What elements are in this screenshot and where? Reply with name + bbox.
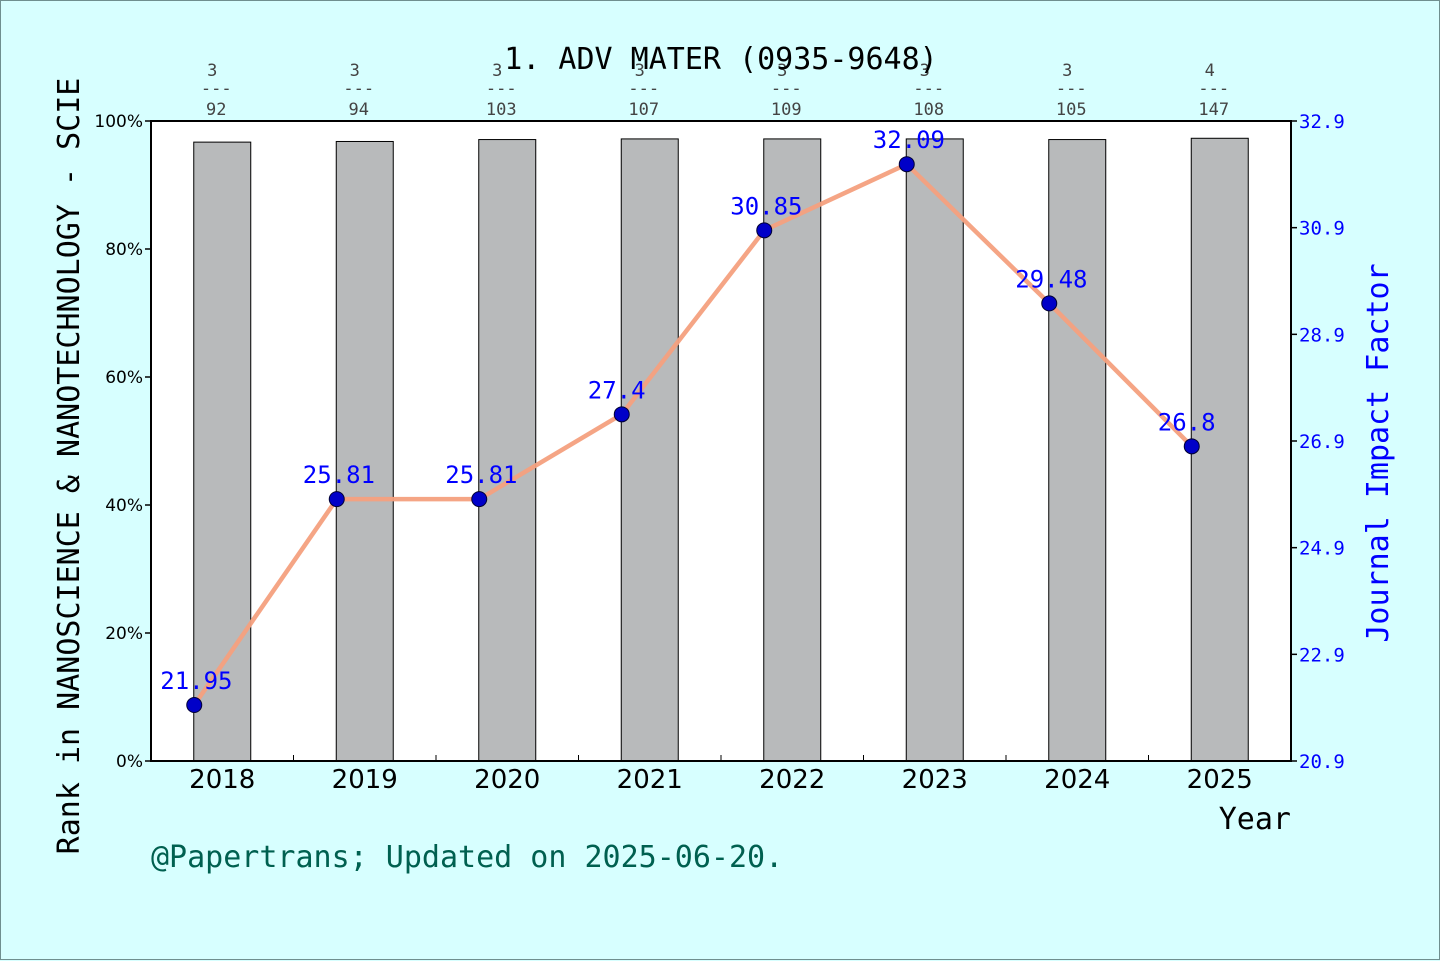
plot-area xyxy=(151,121,1291,761)
rank-separator: --- xyxy=(1056,79,1087,99)
rank-numerator: 3 xyxy=(777,61,787,81)
if-value-label: 27.4 xyxy=(588,376,646,404)
rank-separator: --- xyxy=(486,79,517,99)
bar-2022 xyxy=(763,138,822,762)
if-point-2022 xyxy=(756,222,773,239)
rank-total: 108 xyxy=(913,100,944,120)
if-value-label: 21.95 xyxy=(160,667,232,695)
rank-separator: --- xyxy=(913,79,944,99)
if-value-label: 30.85 xyxy=(730,192,802,220)
y2-tick-label: 20.9 xyxy=(1299,751,1345,773)
bar-2018 xyxy=(193,141,252,762)
rank-numerator: 3 xyxy=(207,61,217,81)
bar-2025 xyxy=(1190,137,1249,762)
if-value-label: 25.81 xyxy=(303,461,375,489)
if-value-label: 26.8 xyxy=(1158,408,1216,436)
y2-tick-label: 22.9 xyxy=(1299,644,1345,666)
rank-separator: --- xyxy=(1198,79,1229,99)
rank-total: 107 xyxy=(628,100,659,120)
rank-numerator: 4 xyxy=(1205,61,1215,81)
bar-2021 xyxy=(620,138,679,762)
y2-tick-label: 26.9 xyxy=(1299,431,1345,453)
y2-tick-label: 24.9 xyxy=(1299,538,1345,560)
if-point-2025 xyxy=(1183,438,1200,455)
x-tick-label: 2023 xyxy=(902,765,968,795)
y2-tick-label: 32.9 xyxy=(1299,111,1345,133)
x-tick-label: 2024 xyxy=(1044,765,1110,795)
if-point-2020 xyxy=(471,491,488,508)
footer-credit: @Papertrans; Updated on 2025-06-20. xyxy=(151,840,783,875)
impact-factor-line xyxy=(192,161,1194,707)
if-point-2023 xyxy=(898,156,915,173)
x-tick-label: 2020 xyxy=(474,765,540,795)
y-tick-label: 0% xyxy=(116,752,143,772)
if-point-2021 xyxy=(613,406,630,423)
x-tick-label: 2025 xyxy=(1187,765,1253,795)
y-tick-label: 100% xyxy=(94,112,143,132)
bar-2019 xyxy=(335,140,394,762)
rank-total: 103 xyxy=(486,100,517,120)
y2-tick-label: 30.9 xyxy=(1299,218,1345,240)
rank-numerator: 3 xyxy=(635,61,645,81)
if-value-label: 32.09 xyxy=(873,126,945,154)
y2-axis-title: Journal Impact Factor xyxy=(1361,263,1396,642)
if-point-2024 xyxy=(1041,295,1058,312)
rank-numerator: 3 xyxy=(920,61,930,81)
rank-total: 92 xyxy=(206,100,226,120)
bar-2020 xyxy=(478,139,537,762)
y-tick-label: 60% xyxy=(105,368,143,388)
rank-separator: --- xyxy=(343,79,374,99)
y-tick-label: 80% xyxy=(105,240,143,260)
rank-separator: --- xyxy=(201,79,232,99)
bar-2024 xyxy=(1048,139,1107,762)
y-tick-label: 40% xyxy=(105,496,143,516)
rank-total: 147 xyxy=(1198,100,1229,120)
y2-tick-label: 28.9 xyxy=(1299,324,1345,346)
if-value-label: 25.81 xyxy=(445,461,517,489)
rank-numerator: 3 xyxy=(350,61,360,81)
rank-separator: --- xyxy=(771,79,802,99)
rank-total: 105 xyxy=(1056,100,1087,120)
rank-numerator: 3 xyxy=(492,61,502,81)
rank-numerator: 3 xyxy=(1062,61,1072,81)
rank-total: 109 xyxy=(771,100,802,120)
rank-separator: --- xyxy=(628,79,659,99)
if-point-2019 xyxy=(328,491,345,508)
if-point-2018 xyxy=(186,697,203,713)
x-axis-title: Year xyxy=(1219,802,1291,837)
y-axis-title: Rank in NANOSCIENCE & NANOTECHNOLOGY - S… xyxy=(52,78,87,855)
chart-title: 1. ADV MATER (0935-9648) xyxy=(504,42,937,77)
if-value-label: 29.48 xyxy=(1015,265,1087,293)
bar-2023 xyxy=(905,138,964,762)
y-tick-label: 20% xyxy=(105,624,143,644)
x-tick-label: 2022 xyxy=(759,765,825,795)
x-tick-label: 2019 xyxy=(332,765,398,795)
x-tick-label: 2021 xyxy=(617,765,683,795)
x-tick-label: 2018 xyxy=(189,765,255,795)
rank-total: 94 xyxy=(349,100,369,120)
